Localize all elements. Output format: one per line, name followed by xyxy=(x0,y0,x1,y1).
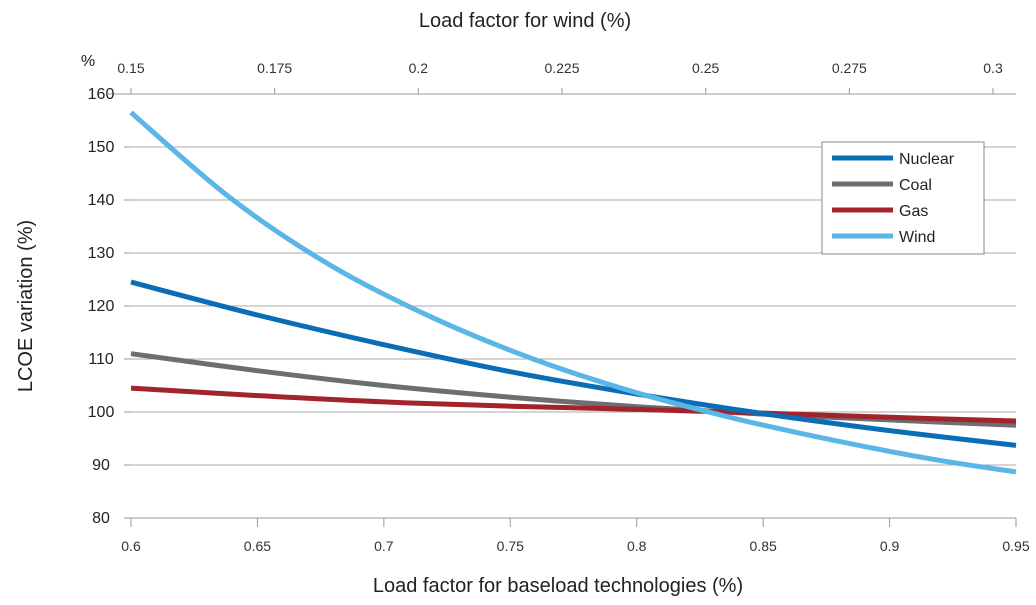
top-tick-label: 0.175 xyxy=(257,60,292,76)
top-tick-label: 0.225 xyxy=(544,60,579,76)
top-tick-label: 0.275 xyxy=(832,60,867,76)
top-tick-label: 0.15 xyxy=(117,60,144,76)
top-ticks: 0.15 0.175 0.2 0.225 0.25 0.275 0.3 xyxy=(117,60,1003,94)
y-tick-label: 130 xyxy=(88,245,115,262)
y-tick-label: 110 xyxy=(88,351,114,368)
x-tick-label: 0.95 xyxy=(1002,538,1029,554)
bottom-axis-title: Load factor for baseload technologies (%… xyxy=(373,575,743,597)
y-axis-title: LCOE variation (%) xyxy=(15,220,37,392)
y-ticks: 160 150 140 130 120 110 100 90 80 xyxy=(88,86,131,527)
series-line-wind xyxy=(129,110,1017,475)
legend: Nuclear Coal Gas Wind xyxy=(821,141,985,255)
y-tick-label: 100 xyxy=(88,404,115,421)
y-tick-label: 120 xyxy=(88,298,115,315)
y-tick-label: 80 xyxy=(92,510,110,527)
x-tick-label: 0.65 xyxy=(244,538,271,554)
series-lines xyxy=(129,110,1017,475)
y-unit-label: % xyxy=(81,53,95,70)
legend-label-coal: Coal xyxy=(899,177,932,194)
series-line-nuclear xyxy=(130,279,1017,448)
y-tick-label: 140 xyxy=(88,192,115,209)
legend-label-wind: Wind xyxy=(899,229,935,246)
x-tick-label: 0.9 xyxy=(880,538,900,554)
y-tick-label: 160 xyxy=(88,86,115,103)
y-tick-label: 150 xyxy=(88,139,115,156)
legend-label-nuclear: Nuclear xyxy=(899,151,955,168)
x-tick-label: 0.6 xyxy=(121,538,141,554)
x-tick-label: 0.7 xyxy=(374,538,394,554)
x-tick-label: 0.75 xyxy=(497,538,524,554)
top-tick-label: 0.2 xyxy=(409,60,429,76)
y-tick-label: 90 xyxy=(92,457,110,474)
x-tick-label: 0.85 xyxy=(750,538,777,554)
top-axis-title: Load factor for wind (%) xyxy=(419,10,631,32)
legend-label-gas: Gas xyxy=(899,203,928,220)
x-tick-label: 0.8 xyxy=(627,538,647,554)
series-line-gas xyxy=(130,385,1017,424)
series-line-coal xyxy=(130,351,1017,428)
top-tick-label: 0.3 xyxy=(983,60,1003,76)
top-tick-label: 0.25 xyxy=(692,60,719,76)
bottom-ticks: 0.6 0.65 0.7 0.75 0.8 0.85 0.9 0.95 xyxy=(121,518,1030,554)
